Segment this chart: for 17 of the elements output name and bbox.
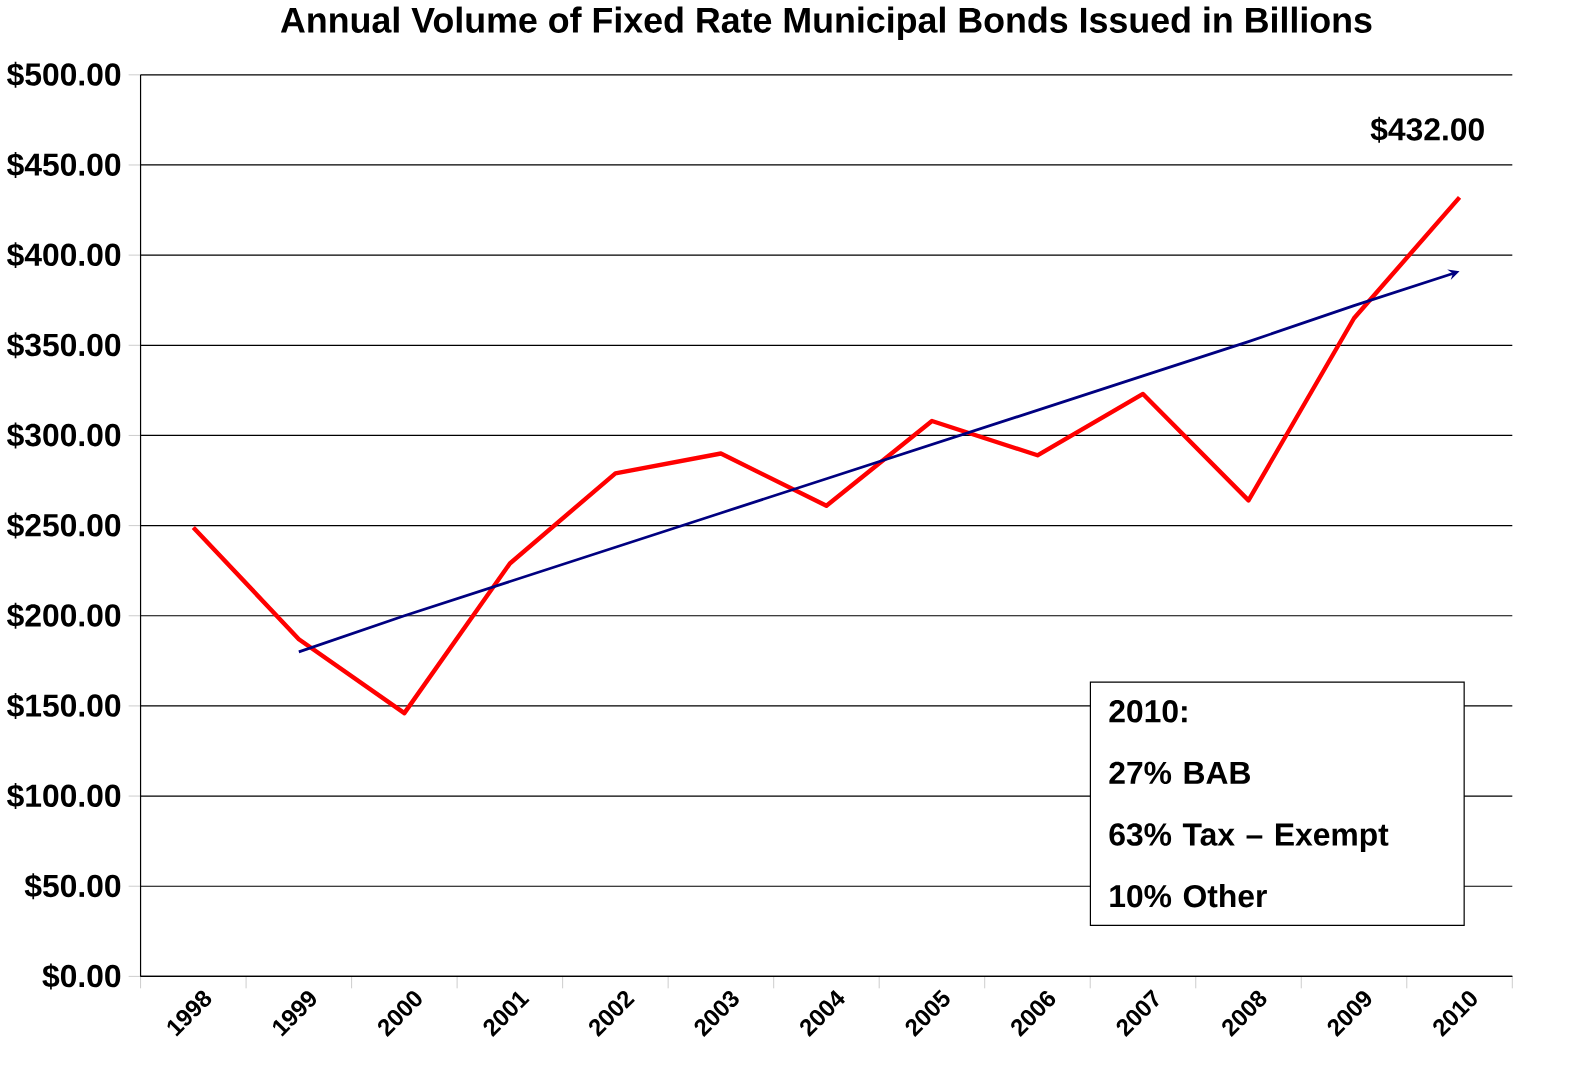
y-tick-label: $300.00 xyxy=(7,422,121,449)
y-tick-label: $250.00 xyxy=(7,512,121,539)
annotation: 10% Other xyxy=(1110,884,1267,908)
y-tick-label: $150.00 xyxy=(7,693,121,720)
y-tick-label: $100.00 xyxy=(7,783,121,810)
annotation: 63% Tax – Exempt xyxy=(1109,823,1389,853)
y-tick-label: $500.00 xyxy=(7,61,121,88)
y-tick-label: $200.00 xyxy=(7,602,121,629)
y-tick-label: $350.00 xyxy=(7,332,121,359)
y-tick-label: $0.00 xyxy=(42,963,121,990)
annotation: $432.00 xyxy=(1370,116,1484,143)
annotation: 2010: xyxy=(1109,700,1187,723)
chart-title: Annual Volume of Fixed Rate Municipal Bonds Issued in Billions xyxy=(280,6,1372,41)
y-tick-label: $400.00 xyxy=(7,242,121,269)
y-tick-label: $50.00 xyxy=(24,873,121,900)
annotation: 27% BAB xyxy=(1109,761,1250,785)
y-tick-label: $450.00 xyxy=(7,152,121,179)
